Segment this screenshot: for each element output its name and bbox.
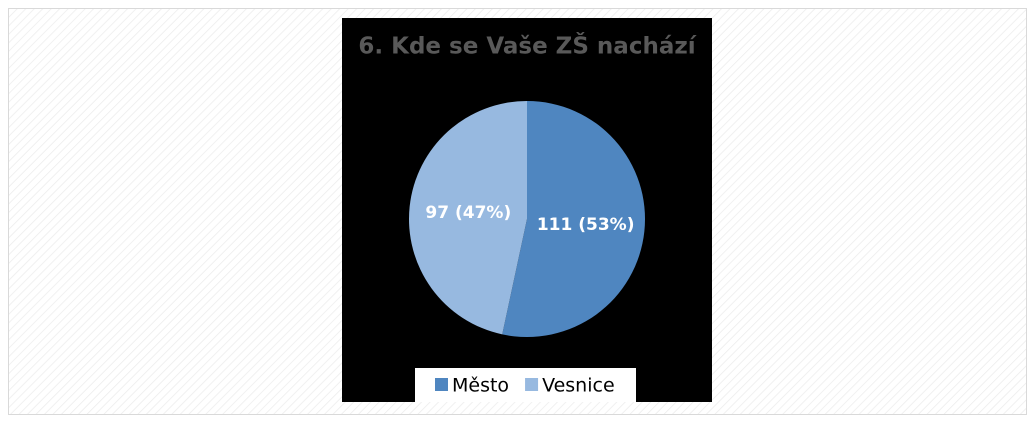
legend-label: Vesnice [542, 375, 615, 397]
chart-title: 6. Kde se Vaše ZŠ nachází [358, 32, 696, 60]
legend-label: Město [452, 375, 509, 397]
pie-slice [502, 101, 646, 338]
legend-swatch [435, 378, 448, 391]
data-label: 97 (47%) [425, 203, 511, 223]
data-label: 111 (53%) [537, 215, 635, 235]
legend-swatch [525, 378, 539, 391]
pie-slice [409, 101, 527, 335]
